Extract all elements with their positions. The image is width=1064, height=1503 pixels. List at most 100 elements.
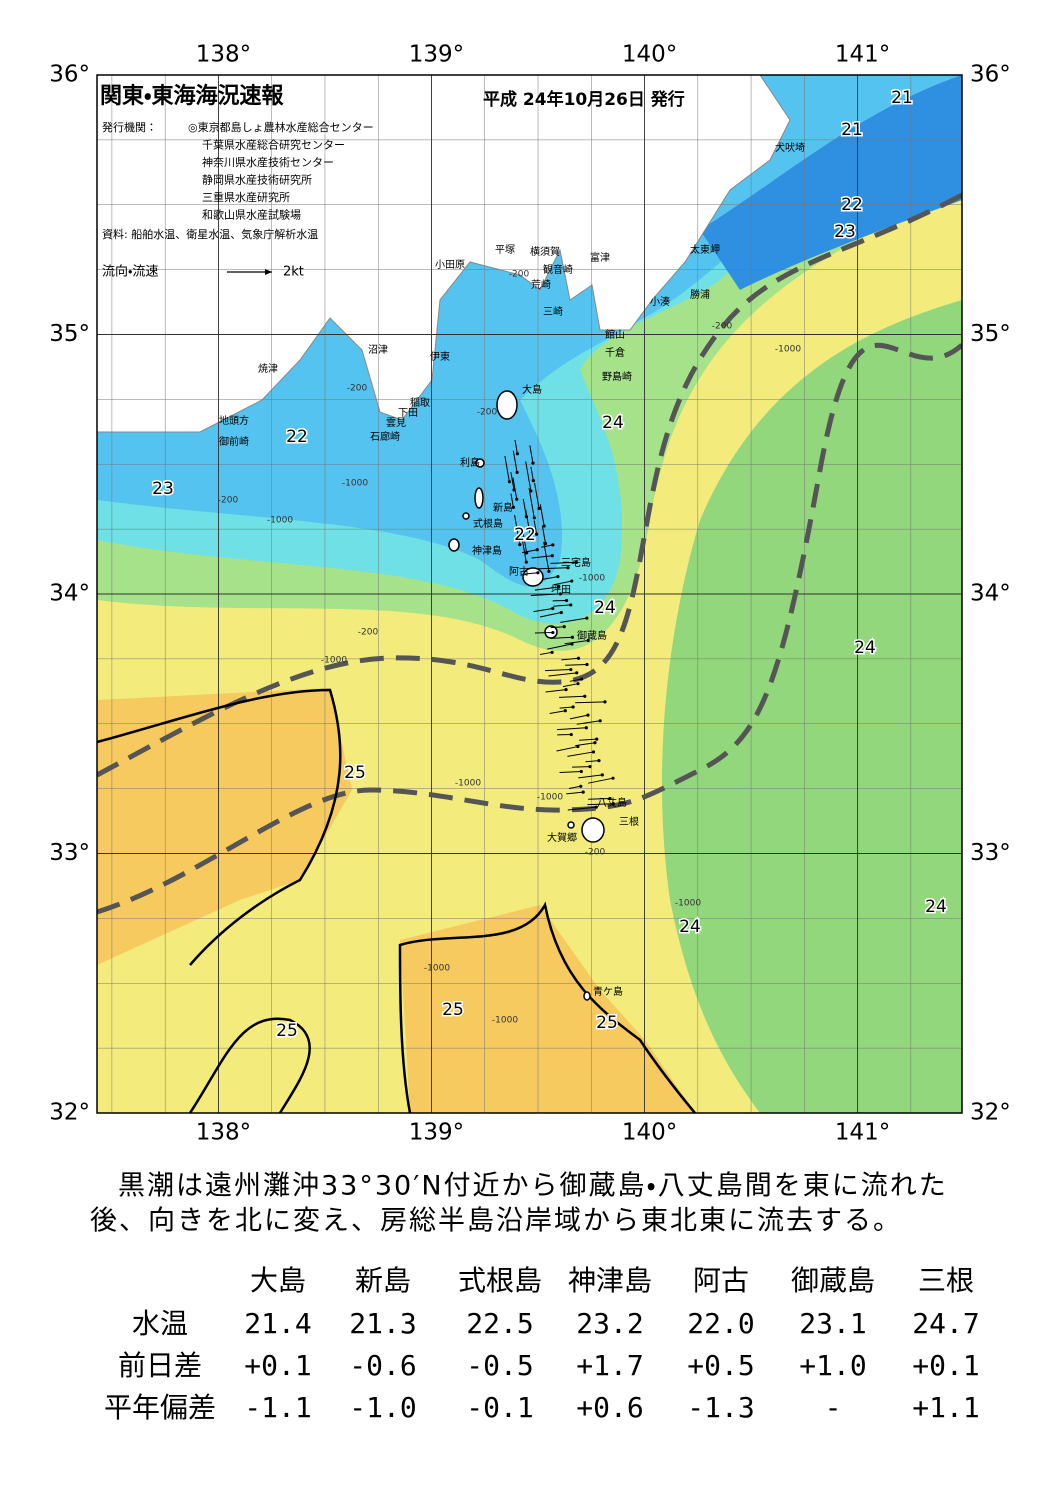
table-header: 御蔵島 xyxy=(791,1264,875,1297)
lon-tick-label: 140° xyxy=(622,42,677,68)
place-name: 大賀郷 xyxy=(547,831,577,844)
table-cell: -0.5 xyxy=(466,1349,533,1382)
sea-24 xyxy=(661,300,962,1113)
current-vectors xyxy=(504,439,615,811)
grid xyxy=(97,75,962,1113)
vector xyxy=(510,472,515,490)
place-name: 下田 xyxy=(398,408,418,419)
vector xyxy=(512,450,518,473)
vector xyxy=(559,770,582,773)
vector xyxy=(504,456,510,482)
vector-head xyxy=(586,713,590,717)
lat-tick-label: 36° xyxy=(49,62,90,88)
publisher: 神奈川県水産技術センター xyxy=(202,155,334,169)
place-name: 小湊 xyxy=(650,295,670,308)
vector-head xyxy=(581,790,585,794)
place-name: 式根島 xyxy=(473,517,503,530)
lat-tick-label: 33° xyxy=(970,840,1011,866)
table-cell: +0.1 xyxy=(244,1349,311,1382)
vector-head xyxy=(532,516,536,520)
vector-head xyxy=(570,635,575,639)
table-header: 阿古 xyxy=(693,1264,749,1297)
vector-head xyxy=(608,796,612,801)
vector-head xyxy=(580,677,584,681)
depth-label: -200 xyxy=(585,848,606,858)
vector-head xyxy=(569,732,573,737)
lat-tick-label: 34° xyxy=(970,581,1011,607)
vector-head xyxy=(576,744,580,749)
vector xyxy=(525,509,531,536)
place-name: 三宅島 xyxy=(561,556,591,569)
vector-head xyxy=(591,750,596,754)
depth-label: -1000 xyxy=(675,899,701,909)
title: 関東・東海海況速報 xyxy=(100,83,284,109)
lon-tick-label: 138° xyxy=(196,42,251,68)
row-label: 前日差 xyxy=(118,1349,202,1382)
table-cell: 21.3 xyxy=(349,1307,416,1340)
table-cell: +0.1 xyxy=(912,1349,979,1382)
map-frame xyxy=(96,74,963,1114)
publisher: ◎東京都島しょ農林水産総合センター xyxy=(188,120,374,134)
vector-head xyxy=(576,656,581,660)
vector xyxy=(538,567,569,570)
publisher-label: 発行機関： xyxy=(102,120,157,134)
sources: 資料: 船舶水温、衛星水温、気象庁解析水温 xyxy=(102,227,318,241)
place-name: 三崎 xyxy=(543,305,563,318)
vector xyxy=(540,651,553,655)
vector xyxy=(539,504,545,527)
vector xyxy=(572,766,591,768)
place-name: 小田原 xyxy=(435,259,465,271)
isotherm-label: 25 xyxy=(276,1021,298,1041)
vector-head xyxy=(571,705,575,709)
vector-head xyxy=(586,638,590,643)
lon-tick-label: 138° xyxy=(196,1120,251,1146)
lat-tick-label: 33° xyxy=(49,840,90,866)
vector-head xyxy=(583,694,587,698)
depth-label: -1000 xyxy=(579,574,605,584)
vector xyxy=(545,669,571,672)
vector xyxy=(587,803,614,806)
vector-head xyxy=(598,719,602,723)
place-name: 御蔵島 xyxy=(577,629,607,642)
place-name: 新島 xyxy=(493,501,513,514)
isotherm-label: 22 xyxy=(514,525,536,545)
table-cell: 23.2 xyxy=(576,1307,643,1340)
place-name: 伊東 xyxy=(430,350,450,363)
vector-head xyxy=(569,667,573,672)
place-name: 神津島 xyxy=(472,544,502,557)
table-cell: +1.1 xyxy=(912,1391,979,1424)
table-cell: -1.3 xyxy=(687,1391,754,1424)
vector-head xyxy=(595,737,599,741)
vector xyxy=(548,672,577,677)
table-cell: -0.1 xyxy=(466,1391,533,1424)
place-name: 御前崎 xyxy=(219,435,249,448)
isotherm-label: 24 xyxy=(854,638,876,658)
depth-label: -200 xyxy=(477,408,498,418)
vector xyxy=(559,706,574,709)
vector xyxy=(522,498,527,517)
description: 黒潮は遠州灘沖33°30′N付近から御蔵島・八丈島間を東に流れた xyxy=(118,1171,948,1202)
vector-head xyxy=(542,524,546,528)
vector xyxy=(530,466,534,481)
vector xyxy=(556,727,587,731)
vector-head xyxy=(537,506,541,511)
table-header: 式根島 xyxy=(458,1264,542,1297)
vector-head xyxy=(574,560,578,564)
vector-head xyxy=(569,603,573,607)
vector xyxy=(510,493,514,508)
vector xyxy=(530,593,561,597)
vector xyxy=(579,738,597,741)
depth-label: -1000 xyxy=(492,1016,518,1026)
vector xyxy=(560,617,587,623)
isotherm-label: 23 xyxy=(152,479,174,499)
lat-tick-label: 35° xyxy=(970,321,1011,347)
publisher: 千葉県水産総合研究センター xyxy=(202,138,345,152)
vector xyxy=(561,657,579,661)
place-name: 石廊崎 xyxy=(370,430,400,443)
place-name: 阿古 xyxy=(509,565,529,578)
depth-label: -200 xyxy=(509,270,530,280)
kuroshio-axis xyxy=(97,192,962,778)
isotherm-25 xyxy=(398,901,696,1113)
vector xyxy=(539,611,562,618)
vector-head xyxy=(611,776,615,780)
